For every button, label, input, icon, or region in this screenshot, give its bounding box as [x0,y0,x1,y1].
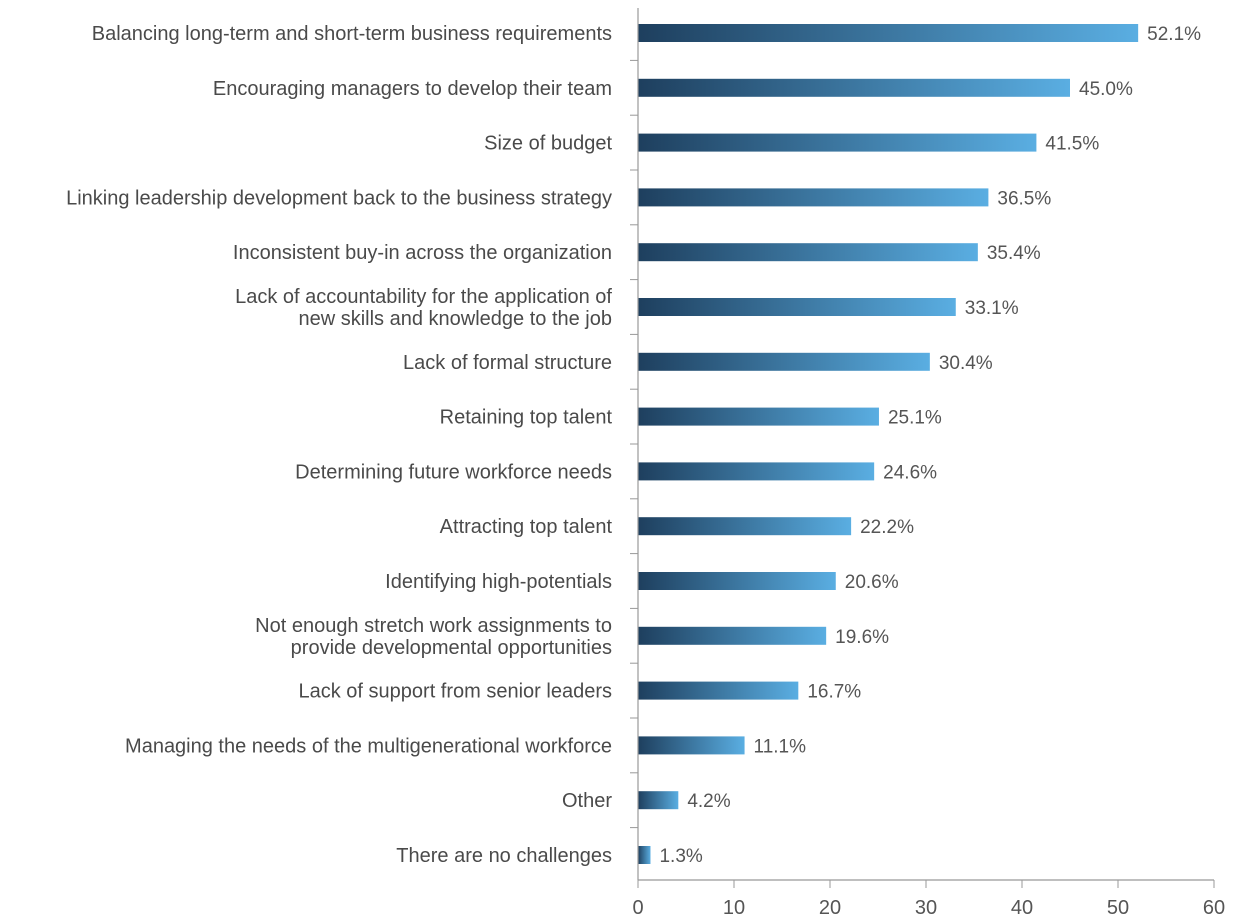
value-label: 19.6% [835,627,889,648]
value-label: 36.5% [997,188,1051,209]
category-label: Managing the needs of the multigeneratio… [125,735,612,757]
category-label: There are no challenges [396,845,612,867]
x-tick-label: 50 [1107,897,1129,919]
bar [638,626,827,645]
category-label: Determining future workforce needs [295,461,612,483]
value-label: 52.1% [1147,24,1201,45]
category-label: Lack of support from senior leaders [299,681,613,703]
category-label: Identifying high-potentials [385,571,612,593]
value-label: 35.4% [987,243,1041,264]
bar [638,407,879,426]
category-label: Inconsistent buy-in across the organizat… [233,242,612,264]
bar [638,572,836,590]
bar [638,846,651,864]
x-tick-label: 60 [1203,897,1225,919]
value-label: 25.1% [888,408,942,429]
value-label: 24.6% [883,462,937,483]
value-label: 1.3% [659,846,702,867]
x-tick-label: 40 [1011,897,1033,919]
bar [638,791,679,810]
value-label: 41.5% [1045,134,1099,155]
x-tick-label: 10 [723,897,745,919]
category-label: Linking leadership development back to t… [66,187,612,209]
category-label: Not enough stretch work assignments to pr… [255,615,612,659]
bar [638,517,852,536]
bar [638,188,989,207]
category-label: Balancing long-term and short-term busin… [92,23,612,45]
category-labels: Balancing long-term and short-term busin… [66,23,612,867]
bar [638,133,1037,152]
bar [638,78,1070,97]
category-label: Encouraging managers to develop their te… [213,78,612,100]
value-label: 22.2% [860,517,914,538]
category-label: Other [562,790,612,812]
value-label: 45.0% [1079,79,1133,100]
x-tick-label: 20 [819,897,841,919]
value-label: 30.4% [939,353,993,374]
bar [638,462,875,481]
x-tick-label: 30 [915,897,937,919]
bar [638,736,745,755]
value-labels: 52.1% 45.0% 41.5% 36.5% 35.4% 33.1% 30.4% 25.1%… [659,24,1201,867]
value-label: 33.1% [965,298,1019,319]
value-label: 20.6% [845,572,899,593]
bar [638,681,799,700]
category-label: Lack of formal structure [403,352,612,374]
bars [638,24,1139,864]
value-label: 16.7% [807,682,861,703]
bar [638,24,1139,42]
category-label: Attracting top talent [440,516,613,538]
bar [638,243,978,262]
category-label: Retaining top talent [440,407,613,429]
bar [638,352,930,371]
category-label: Size of budget [484,133,612,155]
category-label: Lack of accountability for the applicati… [235,286,612,330]
bar [638,298,956,316]
value-label: 11.1% [754,736,807,757]
x-tick-label: 0 [632,897,643,919]
axes: 0 10 20 30 40 50 60 [630,8,1225,919]
value-label: 4.2% [687,791,730,812]
